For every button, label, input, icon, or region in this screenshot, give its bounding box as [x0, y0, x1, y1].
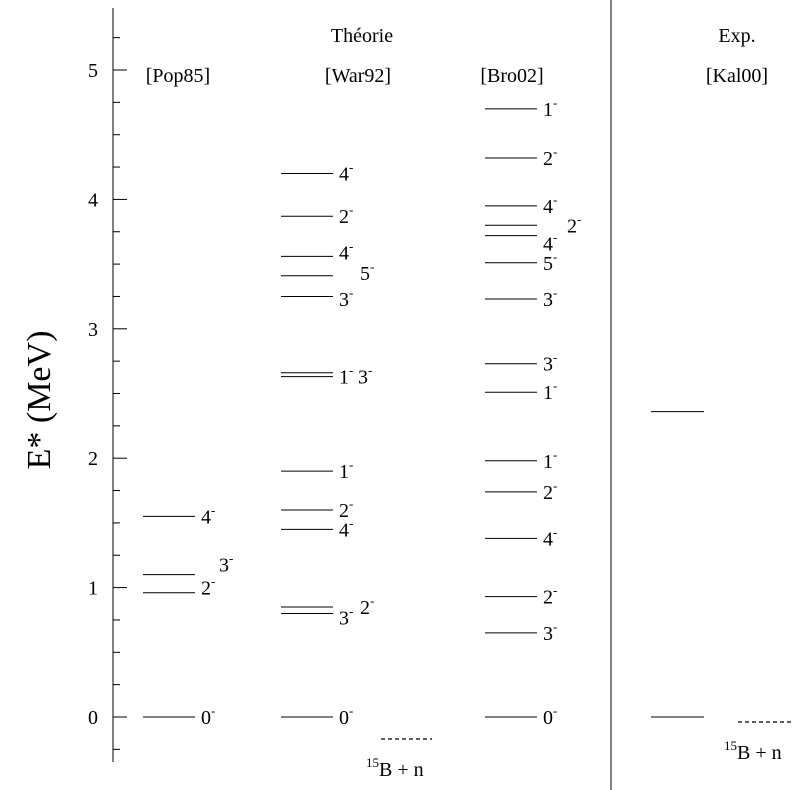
level-label: 0- [543, 703, 557, 729]
level-label: 2- [339, 202, 353, 228]
level-label: 2- [543, 478, 557, 504]
level-column-kal00: 15B + n [651, 411, 792, 764]
level-column-war92: 4-2-4-5-3-3-1-1-2-4-2-3-0-15B + n [281, 160, 432, 781]
y-tick-label: 5 [88, 60, 98, 82]
level-label: 2- [339, 496, 353, 522]
level-label: 4- [543, 524, 557, 550]
level-label: 4- [339, 515, 353, 541]
y-tick-label: 3 [88, 319, 98, 341]
level-label: 5- [360, 259, 374, 285]
group-header-exp: Exp. [718, 25, 755, 47]
column-header-war92: [War92] [325, 65, 391, 87]
energy-levels: 4-3-2-0-4-2-4-5-3-3-1-1-2-4-2-3-0-15B + … [143, 95, 792, 781]
column-header-kal00: [Kal00] [706, 65, 768, 87]
level-label: 2- [543, 144, 557, 170]
level-label: 5- [543, 249, 557, 275]
column-header-pop85: [Pop85] [146, 65, 210, 87]
neutron-threshold-label: 15B + n [366, 755, 424, 781]
group-header-theory: Théorie [331, 25, 393, 47]
level-label: 1- [543, 378, 557, 404]
level-label: 0- [201, 703, 215, 729]
level-label: 3- [339, 603, 353, 629]
level-label: 2- [201, 574, 215, 600]
level-label: 4- [543, 192, 557, 218]
level-label: 1- [339, 457, 353, 483]
y-tick-label: 1 [88, 578, 98, 600]
level-label: 3- [543, 350, 557, 376]
level-label: 4- [339, 160, 353, 186]
level-label: 1- [339, 363, 353, 389]
level-column-bro02: 1-2-4-2-4-5-3-3-1-1-2-4-2-3-0- [485, 95, 581, 729]
y-axis: 0 1 2 3 4 5 E* (MeV) [21, 8, 127, 762]
y-axis-label: E* (MeV) [21, 331, 58, 470]
column-headers: Théorie Exp. [Pop85] [War92] [Bro02] [Ka… [146, 25, 768, 87]
level-label: 3- [339, 285, 353, 311]
level-column-pop85: 4-3-2- 0- [143, 502, 233, 729]
level-label: 4- [201, 502, 215, 528]
level-label: 4- [339, 238, 353, 264]
level-label: 3- [219, 550, 233, 576]
level-label: 4- [543, 229, 557, 255]
level-label: 1- [543, 447, 557, 473]
y-tick-label: 2 [88, 448, 98, 470]
level-label: 3- [358, 363, 372, 389]
level-label: 3- [543, 619, 557, 645]
y-tick-label: 4 [88, 189, 98, 211]
level-label: 2- [567, 211, 581, 237]
y-tick-label: 0 [88, 707, 98, 729]
level-label: 1- [543, 95, 557, 121]
level-label: 3- [543, 285, 557, 311]
column-header-bro02: [Bro02] [480, 65, 543, 87]
level-label: 0- [339, 703, 353, 729]
neutron-threshold-label: 15B + n [724, 738, 782, 764]
level-label: 2- [543, 583, 557, 609]
level-label: 2- [360, 593, 374, 619]
